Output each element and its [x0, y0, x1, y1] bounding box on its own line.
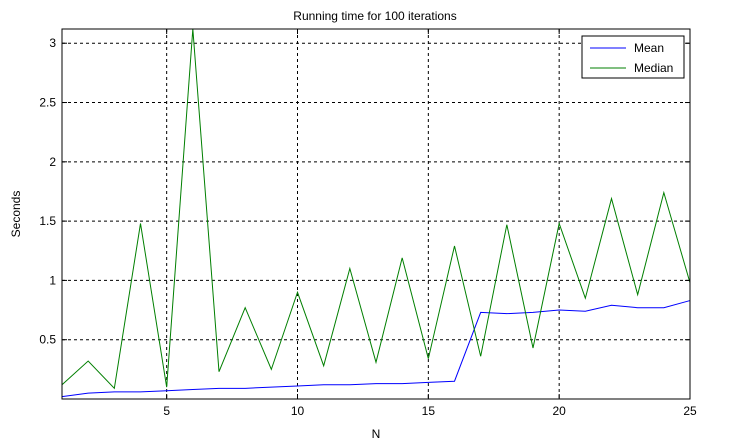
y-tick-label: 2	[49, 155, 56, 169]
plot-frame	[62, 29, 690, 399]
series-line-median	[62, 29, 690, 388]
x-tick-label: 15	[422, 404, 436, 418]
x-tick-label: 25	[683, 404, 697, 418]
x-axis-label: N	[372, 427, 381, 441]
chart-title: Running time for 100 iterations	[293, 9, 456, 23]
x-tick-label: 10	[291, 404, 305, 418]
y-tick-label: 2.5	[39, 96, 56, 110]
legend-label-median: Median	[634, 61, 673, 75]
legend: Mean Median	[582, 36, 684, 78]
y-tick-label: 1	[49, 273, 56, 287]
y-tick-label: 1.5	[39, 214, 56, 228]
x-tick-label: 5	[163, 404, 170, 418]
y-tick-label: 3	[49, 36, 56, 50]
series-line-mean	[62, 301, 690, 397]
x-tick-label: 20	[552, 404, 566, 418]
grid	[62, 29, 690, 399]
legend-label-mean: Mean	[634, 41, 664, 55]
y-tick-label: 0.5	[39, 333, 56, 347]
y-axis-label: Seconds	[9, 191, 23, 238]
tick-labels: 5 10 15 20 25 0.5 1 1.5 2 2.5 3	[39, 29, 697, 418]
series-group	[62, 29, 690, 397]
